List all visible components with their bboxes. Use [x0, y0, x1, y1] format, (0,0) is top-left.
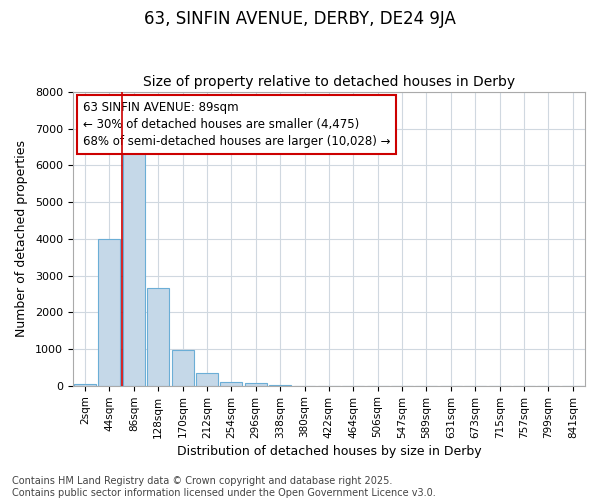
Bar: [98, 238, 121, 386]
Text: Contains HM Land Registry data © Crown copyright and database right 2025.
Contai: Contains HM Land Registry data © Crown c…: [12, 476, 436, 498]
Text: 63, SINFIN AVENUE, DERBY, DE24 9JA: 63, SINFIN AVENUE, DERBY, DE24 9JA: [144, 10, 456, 28]
Bar: [123, 142, 145, 386]
Bar: [147, 288, 169, 386]
Bar: [245, 383, 266, 386]
Bar: [220, 382, 242, 386]
X-axis label: Distribution of detached houses by size in Derby: Distribution of detached houses by size …: [176, 444, 481, 458]
Title: Size of property relative to detached houses in Derby: Size of property relative to detached ho…: [143, 76, 515, 90]
Bar: [196, 373, 218, 386]
Bar: [74, 384, 96, 386]
Y-axis label: Number of detached properties: Number of detached properties: [15, 140, 28, 338]
Text: 63 SINFIN AVENUE: 89sqm
← 30% of detached houses are smaller (4,475)
68% of semi: 63 SINFIN AVENUE: 89sqm ← 30% of detache…: [83, 101, 391, 148]
Bar: [172, 350, 194, 386]
